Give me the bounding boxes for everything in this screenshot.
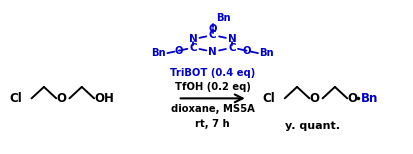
Text: O: O [242, 46, 251, 56]
Text: N: N [228, 34, 237, 44]
Text: Bn: Bn [361, 92, 378, 105]
Text: O: O [309, 92, 319, 105]
Text: N: N [208, 47, 217, 57]
Text: Bn: Bn [260, 48, 274, 58]
Text: O: O [175, 46, 183, 56]
Text: O: O [347, 92, 357, 105]
Text: OH: OH [94, 92, 114, 105]
Text: Bn: Bn [216, 13, 230, 23]
Text: C: C [189, 43, 197, 53]
Text: TfOH (0.2 eq): TfOH (0.2 eq) [175, 82, 251, 92]
Text: C: C [228, 43, 236, 53]
Text: N: N [189, 34, 197, 44]
Text: TriBOT (0.4 eq): TriBOT (0.4 eq) [170, 68, 255, 78]
Text: y. quant.: y. quant. [285, 121, 340, 131]
Text: rt, 7 h: rt, 7 h [195, 119, 230, 129]
Text: C: C [209, 30, 216, 40]
Text: O: O [56, 92, 66, 105]
Text: O: O [209, 24, 217, 34]
Text: dioxane, MS5A: dioxane, MS5A [171, 104, 254, 114]
Text: Bn: Bn [151, 48, 166, 58]
Text: Cl: Cl [262, 92, 275, 105]
Text: Cl: Cl [9, 92, 21, 105]
